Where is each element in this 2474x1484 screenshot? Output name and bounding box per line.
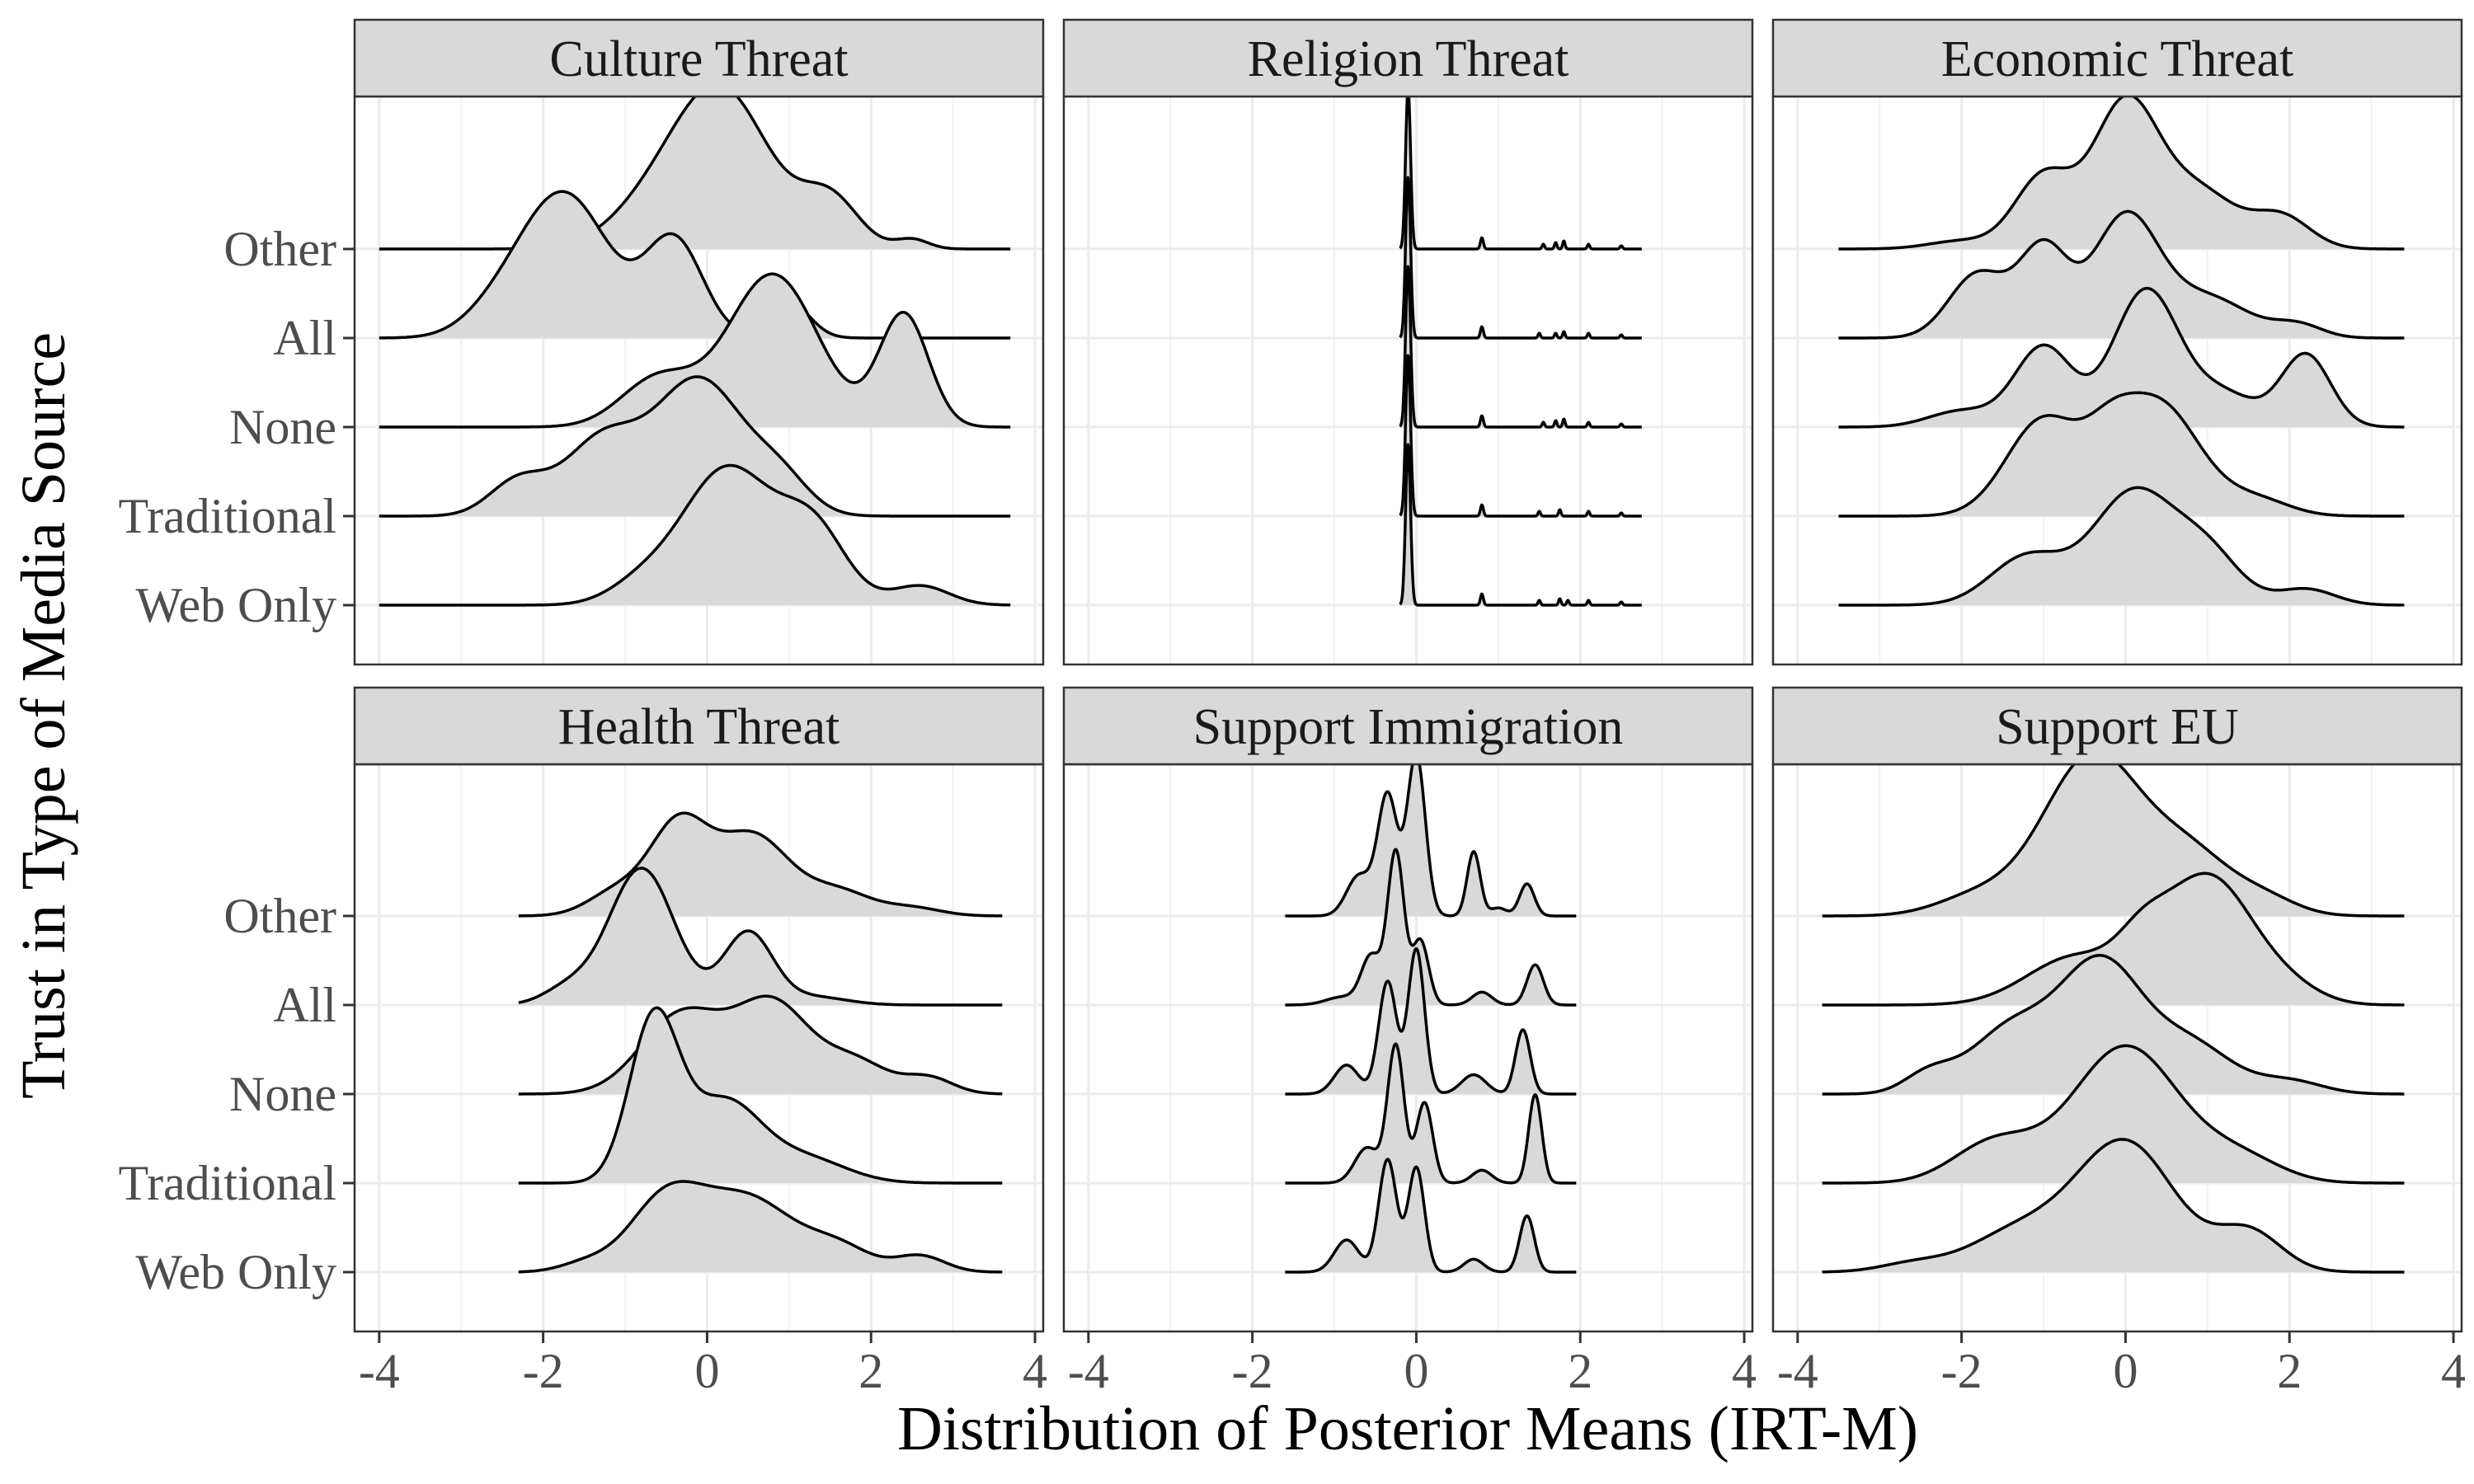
density-area-traditional — [379, 377, 1011, 516]
density-area-traditional — [1838, 392, 2405, 516]
density-line-none — [1822, 954, 2405, 1096]
density-area-web-only — [1838, 487, 2405, 605]
facet-strip — [1771, 18, 2463, 98]
x-axis-title: Distribution of Posterior Means (IRT-M) — [897, 1394, 1918, 1463]
facet-panel-economic-threat: Economic Threat — [1771, 18, 2463, 666]
x-tick-label: 4 — [2441, 1344, 2466, 1398]
density-area-none — [379, 274, 1011, 427]
density-line-all — [1284, 848, 1578, 1007]
x-tick-label: -4 — [1777, 1344, 1818, 1398]
density-line-all — [518, 866, 1003, 1007]
density-area-all — [1838, 211, 2405, 338]
density-line-none — [1399, 265, 1643, 429]
density-line-web-only — [1838, 486, 2405, 607]
x-tick-label: 2 — [1568, 1344, 1592, 1398]
density-line-traditional — [1399, 354, 1643, 518]
density-line-traditional — [518, 1006, 1003, 1185]
y-tick-label-other: Other — [223, 889, 336, 943]
density-area-other — [1822, 751, 2405, 916]
facet-strip — [353, 18, 1045, 98]
facet-strip — [1062, 18, 1754, 98]
density-area-traditional — [518, 1007, 1003, 1183]
density-line-traditional — [1284, 1042, 1578, 1185]
density-area-all — [379, 191, 1011, 338]
x-tick-label: -4 — [359, 1344, 400, 1398]
density-line-none — [379, 272, 1011, 429]
facet-strip — [353, 686, 1045, 766]
y-tick-label-all: All — [273, 978, 336, 1032]
facet-strip-label: Health Threat — [558, 699, 840, 755]
facet-panel-health-threat: Health Threat -4 -2 0 2 4 Other All None Traditio… — [119, 686, 1047, 1398]
density-line-none — [518, 994, 1003, 1096]
facet-panel-support-eu: Support EU -4 -2 0 2 4 — [1771, 686, 2466, 1398]
density-line-other — [518, 811, 1003, 918]
density-line-all — [1399, 176, 1643, 340]
density-area-web-only — [1822, 1139, 2405, 1272]
facet-strip-label: Religion Threat — [1248, 31, 1569, 87]
density-area-other — [379, 83, 1011, 249]
facet-strip-label: Culture Threat — [549, 31, 848, 87]
x-tick-label: 0 — [2113, 1344, 2138, 1398]
facet-panels: Culture Threat Other All None Traditional Web… — [119, 18, 2466, 1398]
x-tick-label: 4 — [1732, 1344, 1757, 1398]
y-tick-label-web-only: Web Only — [136, 578, 336, 632]
density-line-all — [1838, 209, 2405, 340]
density-area-web-only — [379, 465, 1011, 605]
y-tick-label-web-only: Web Only — [136, 1245, 336, 1299]
x-tick-label: -2 — [1232, 1344, 1273, 1398]
x-tick-label: 2 — [2277, 1344, 2302, 1398]
density-line-web-only — [1284, 1158, 1578, 1274]
facet-strip-label: Economic Threat — [1941, 31, 2294, 87]
density-line-other — [1838, 93, 2405, 251]
y-tick-label-traditional: Traditional — [119, 1156, 336, 1210]
density-area-web-only — [518, 1181, 1003, 1272]
facet-panel-religion-threat: Religion Threat — [1062, 18, 1754, 666]
y-tick-label-none: None — [229, 1067, 336, 1121]
density-line-web-only — [1399, 443, 1643, 607]
density-area-all — [518, 868, 1003, 1005]
facet-strip — [1062, 686, 1754, 766]
density-line-other — [1284, 752, 1578, 918]
density-area-traditional — [1822, 1045, 2405, 1183]
density-line-web-only — [379, 463, 1011, 607]
x-tick-label: -4 — [1068, 1344, 1109, 1398]
x-tick-label: -2 — [1941, 1344, 1982, 1398]
density-line-traditional — [379, 375, 1011, 518]
facet-strip — [1771, 686, 2463, 766]
y-axis-title: Trust in Type of Media Source — [9, 332, 78, 1099]
density-line-all — [1822, 871, 2405, 1007]
density-area-none — [1838, 288, 2405, 427]
density-line-web-only — [1822, 1138, 2405, 1274]
density-line-traditional — [1838, 391, 2405, 518]
facet-strip-label: Support EU — [1996, 699, 2239, 755]
x-tick-label: 0 — [1404, 1344, 1428, 1398]
density-line-traditional — [1822, 1044, 2405, 1185]
facet-panel-support-immigration: Support Immigration -4 -2 0 2 4 — [1062, 686, 1757, 1398]
x-tick-label: 4 — [1023, 1344, 1047, 1398]
x-tick-label: -2 — [523, 1344, 564, 1398]
y-tick-label-all: All — [273, 311, 336, 365]
y-tick-label-traditional: Traditional — [119, 489, 336, 543]
density-area-none — [1822, 955, 2405, 1094]
density-line-other — [1399, 87, 1643, 251]
density-line-none — [1284, 946, 1578, 1096]
facet-strip-label: Support Immigration — [1193, 699, 1624, 755]
x-tick-label: 2 — [858, 1344, 883, 1398]
x-tick-label: 0 — [694, 1344, 719, 1398]
y-tick-label-other: Other — [223, 222, 336, 276]
y-tick-label-none: None — [229, 400, 336, 454]
facet-panel-culture-threat: Culture Threat Other All None Traditional Web… — [119, 18, 1045, 666]
density-line-web-only — [518, 1180, 1003, 1274]
density-line-none — [1838, 286, 2405, 429]
